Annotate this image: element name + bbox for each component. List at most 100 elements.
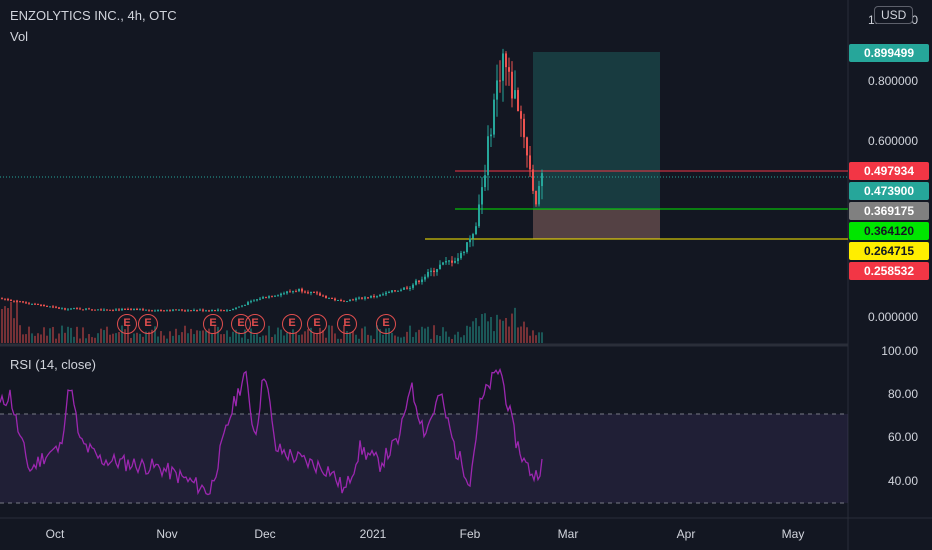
earnings-marker[interactable]: E [245,314,265,334]
price-tick-2: 0.800000 [867,74,918,88]
volume-bar [508,326,510,343]
volume-bar [271,336,273,343]
candle-body [355,298,357,301]
rsi-tick-40: 40.00 [887,474,918,488]
volume-bar [34,335,36,343]
volume-bar [145,331,147,343]
position-profit-zone[interactable] [533,52,660,239]
rsi-line[interactable] [0,367,543,496]
volume-label[interactable]: Vol [10,29,29,44]
candle-body [370,295,372,298]
candle-body [19,301,21,303]
candle-body [352,299,354,301]
volume-bar [73,336,75,343]
candle-body [397,290,399,292]
volume-bar [79,338,81,343]
volume-bar [481,314,483,343]
candle-body [52,306,54,308]
volume-bar [268,325,270,343]
volume-bar [496,314,498,343]
candle-body [97,309,99,311]
earnings-marker[interactable]: E [203,314,223,334]
candle-body [484,175,486,188]
volume-bar [298,335,300,343]
volume-bar [277,327,279,343]
volume-bar [286,332,288,343]
volume-bar [331,325,333,343]
volume-bar [373,338,375,343]
candle-body [283,293,285,295]
candle-body [100,309,102,311]
candle-body [514,90,516,99]
candle-body [310,291,312,294]
volume-bar [232,331,234,343]
candle-body [235,307,237,309]
candle-body [139,309,141,311]
volume-bar [202,330,204,343]
candle-body [523,118,525,138]
candle-body [496,80,498,100]
volume-bar [424,328,426,343]
candle-body [295,291,297,293]
volume-bars [1,300,543,343]
volume-bar [517,327,519,343]
volume-bar [178,335,180,343]
volume-bar [250,328,252,343]
volume-bar [157,336,159,343]
earnings-marker[interactable]: E [307,314,327,334]
volume-bar [37,333,39,343]
candle-body [181,309,183,311]
candle-body [403,287,405,290]
earnings-marker[interactable]: E [337,314,357,334]
candle-body [469,238,471,243]
candle-body [43,304,45,306]
rsi-label[interactable]: RSI (14, close) [10,357,96,372]
time-label-apr: Apr [676,527,696,541]
candle-body [256,299,258,301]
candle-body [115,309,117,311]
volume-bar [415,332,417,343]
volume-bar [169,331,171,343]
volume-bar [172,335,174,343]
position-loss-zone[interactable] [533,209,660,239]
candle-body [160,309,162,311]
volume-bar [382,334,384,343]
candle-body [487,136,489,176]
candlestick-series[interactable] [1,48,543,313]
volume-bar [109,334,111,343]
volume-bar [445,331,447,343]
volume-bar [244,329,246,343]
candle-body [25,302,27,304]
candle-body [106,309,108,311]
volume-bar [337,338,339,343]
candle-body [4,298,6,300]
symbol-title[interactable]: ENZOLYTICS INC., 4h, OTC [10,8,177,23]
volume-bar [295,332,297,343]
volume-bar [193,334,195,343]
earnings-marker[interactable]: E [376,314,396,334]
candle-body [46,305,48,307]
candle-body [475,226,477,235]
volume-bar [343,325,345,343]
tag-last-price: 0.473900 [849,182,929,200]
volume-bar [253,334,255,343]
candle-body [385,292,387,295]
earnings-marker[interactable]: E [138,314,158,334]
volume-bar [187,333,189,343]
volume-bar [256,333,258,343]
candle-body [145,309,147,311]
rsi-band-fill [0,414,848,503]
candle-body [55,306,57,308]
volume-bar [52,326,54,343]
candle-body [289,291,291,293]
candle-body [73,308,75,310]
volume-bar [181,332,183,343]
volume-bar [529,335,531,343]
currency-button[interactable]: USD [874,6,914,24]
earnings-marker[interactable]: E [117,314,137,334]
volume-bar [43,327,45,343]
volume-bar [523,321,525,343]
earnings-marker[interactable]: E [282,314,302,334]
volume-bar [229,336,231,343]
